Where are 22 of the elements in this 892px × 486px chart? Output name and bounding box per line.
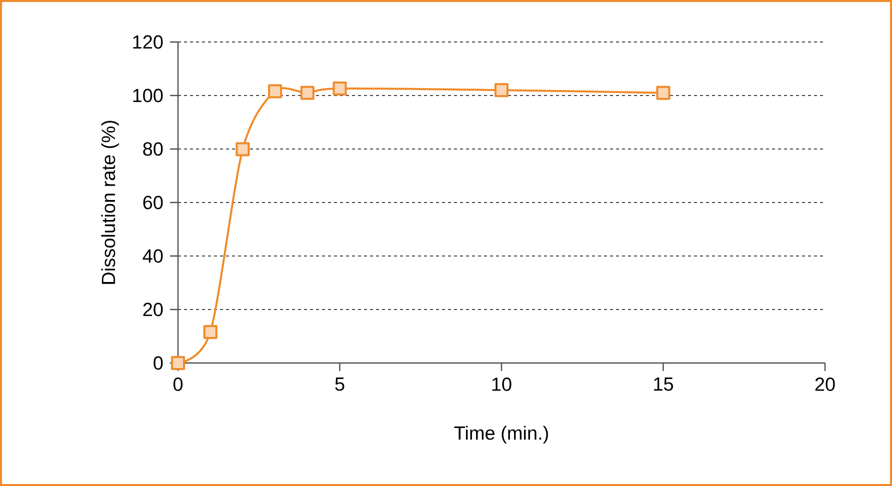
point xyxy=(300,86,314,100)
point xyxy=(203,324,218,339)
y-axis-title: Dissolution rate (%) xyxy=(101,120,119,284)
y-tick-label: 100 xyxy=(133,88,163,102)
y-tick-label: 60 xyxy=(143,196,163,210)
x-tick-label: 0 xyxy=(173,378,183,391)
point xyxy=(656,86,670,100)
point xyxy=(494,83,509,98)
point xyxy=(236,142,250,156)
y-tick-label: 80 xyxy=(143,142,163,156)
x-tick-label: 5 xyxy=(335,378,344,391)
point xyxy=(268,84,282,98)
x-tick-label: 10 xyxy=(492,378,512,391)
y-tick-label: 0 xyxy=(154,356,163,370)
x-axis-title: Time (min.) xyxy=(454,426,548,444)
x-tick-label: 15 xyxy=(654,378,674,391)
point xyxy=(171,356,186,370)
y-tick-label: 20 xyxy=(143,302,163,316)
point xyxy=(332,82,347,96)
y-tick-label: 120 xyxy=(133,35,163,49)
y-tick-label: 40 xyxy=(142,249,163,263)
x-tick-label: 20 xyxy=(815,378,835,391)
